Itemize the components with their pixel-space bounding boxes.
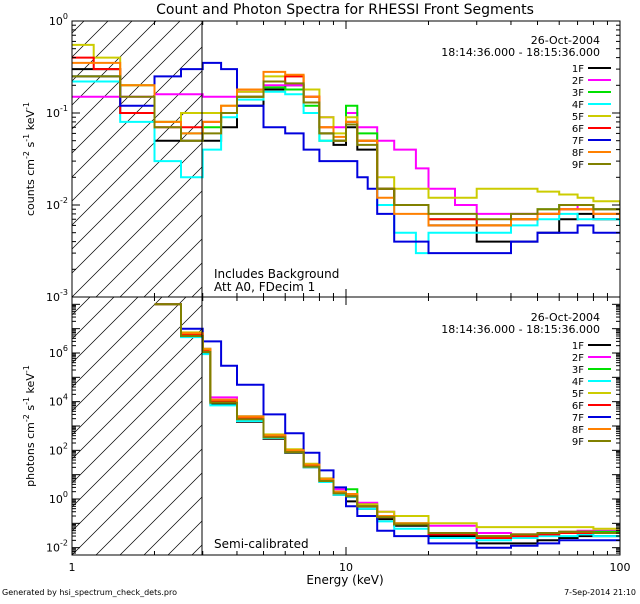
hatch-line <box>72 297 115 340</box>
y-axis-label-bottom: photons cm-2 s-1 keV-1 <box>22 365 37 487</box>
legend-label-9f: 9F <box>572 160 584 171</box>
hatch-line <box>143 496 202 555</box>
series-line-5f <box>154 303 620 530</box>
hatch-line <box>72 297 139 364</box>
series-line-4f <box>154 303 620 542</box>
series-line-2f <box>154 303 620 536</box>
series-line-7f <box>72 61 620 255</box>
below-threshold-hatch-top <box>72 21 640 297</box>
hatch-line <box>72 297 163 388</box>
legend-label-8f: 8F <box>572 425 584 436</box>
hatch-line <box>191 286 202 297</box>
hatch-line <box>72 304 202 436</box>
hatch-line <box>72 70 202 202</box>
footer-generated-by: Generated by hsi_spectrum_check_dets.pro <box>2 588 177 597</box>
series-line-5f <box>72 43 620 205</box>
panel-date-top: 26-Oct-2004 <box>531 34 600 47</box>
hatch-line <box>72 21 157 106</box>
hatch-line <box>288 21 564 297</box>
hatch-line <box>72 142 202 274</box>
panel-time-range-bottom: 18:14:36.000 - 18:15:36.000 <box>441 323 600 336</box>
hatch-line <box>72 22 202 154</box>
legend-label-9f: 9F <box>572 437 584 448</box>
legend-label-6f: 6F <box>572 401 584 412</box>
y-tick-label: 100 <box>49 490 68 506</box>
legend-label-8f: 8F <box>572 148 584 159</box>
hatch-line <box>264 21 540 297</box>
hatch-line <box>72 352 202 484</box>
footer-timestamp: 7-Sep-2014 21:10 <box>564 588 636 597</box>
x-tick-label: 1 <box>69 561 76 574</box>
hatch-line <box>360 21 636 297</box>
hatch-line <box>72 21 85 34</box>
hatch-line <box>216 297 474 555</box>
y-tick-label: 10-2 <box>46 196 68 212</box>
y-axis-label-top: counts cm-2 s-1 keV-1 <box>22 102 37 216</box>
hatch-line <box>72 376 202 508</box>
annotation-background: Includes Background <box>214 267 339 281</box>
legend-label-7f: 7F <box>572 413 584 424</box>
hatch-line <box>95 190 202 297</box>
y-tick-label: 10-1 <box>46 104 68 120</box>
y-tick-label: 10-2 <box>46 539 68 555</box>
photon-spectrum-panel: 106 104 102 100 10-21 10 100 26-Oct-2004 18:14… <box>22 296 631 574</box>
hatch-line <box>72 94 202 226</box>
legend-label-3f: 3F <box>572 365 584 376</box>
hatch-line <box>119 472 202 555</box>
series-line-3f <box>154 303 620 539</box>
below-threshold-hatch-bottom <box>72 297 474 555</box>
hatch-line <box>216 21 492 297</box>
hatch-line <box>72 21 133 82</box>
hatch-line <box>72 21 181 130</box>
series-line-1f <box>154 303 620 545</box>
hatch-line <box>72 400 202 532</box>
legend-label-6f: 6F <box>572 124 584 135</box>
series-line-9f <box>72 75 620 221</box>
series-line-9f <box>154 303 620 538</box>
series-line-6f <box>154 303 620 539</box>
y-tick-label: 10-3 <box>46 288 68 304</box>
legend-label-2f: 2F <box>572 353 584 364</box>
legend-label-3f: 3F <box>572 88 584 99</box>
hatch-line <box>119 214 202 297</box>
legend-label-7f: 7F <box>572 136 584 147</box>
chart-title: Count and Photon Spectra for RHESSI Fron… <box>156 2 534 18</box>
legend-label-4f: 4F <box>572 377 584 388</box>
legend-label-1f: 1F <box>572 341 584 352</box>
count-spectrum-panel: 100 10-1 10-2 10-3 26-Oct-2004 18:14:36.000… <box>22 12 640 304</box>
panel-time-range-top: 18:14:36.000 - 18:15:36.000 <box>441 46 600 59</box>
y-tick-label: 104 <box>49 393 68 409</box>
y-tick-label: 100 <box>49 12 68 28</box>
annotation-attenuator: Att A0, FDecim 1 <box>214 280 315 294</box>
hatch-line <box>72 118 202 250</box>
legend-label-4f: 4F <box>572 100 584 111</box>
x-tick-label: 100 <box>610 561 631 574</box>
hatch-line <box>95 448 202 555</box>
hatch-line <box>312 21 588 297</box>
hatch-line <box>72 424 202 555</box>
panel-date-bottom: 26-Oct-2004 <box>531 311 600 324</box>
x-tick-label: 10 <box>339 561 353 574</box>
y-tick-label: 102 <box>49 441 68 457</box>
legend-label-5f: 5F <box>572 389 584 400</box>
hatch-line <box>72 297 187 412</box>
y-tick-label: 106 <box>49 344 68 360</box>
series-line-8f <box>154 303 620 538</box>
hatch-line <box>72 46 202 178</box>
hatch-line <box>384 21 640 297</box>
hatch-line <box>143 238 202 297</box>
x-axis-label: Energy (keV) <box>306 573 383 587</box>
hatch-line <box>72 166 202 297</box>
hatch-line <box>72 328 202 460</box>
legend-label-2f: 2F <box>572 76 584 87</box>
legend-label-1f: 1F <box>572 64 584 75</box>
annotation-semi-calibrated: Semi-calibrated <box>214 537 309 551</box>
legend-label-5f: 5F <box>572 112 584 123</box>
